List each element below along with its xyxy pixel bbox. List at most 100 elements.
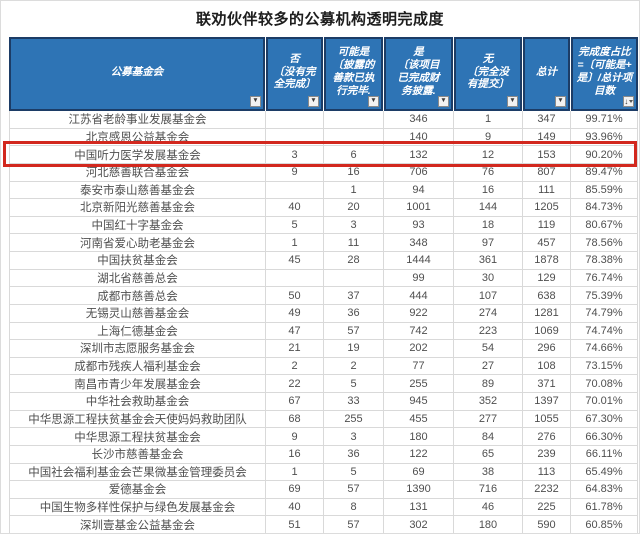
- cell-yes: 77: [384, 357, 454, 376]
- cell-no: 16: [266, 445, 324, 464]
- cell-yes: 132: [384, 146, 454, 164]
- column-header-label: 总计: [536, 65, 557, 78]
- cell-none: 352: [454, 393, 523, 411]
- cell-maybe: 37: [324, 287, 384, 305]
- cell-no: 51: [266, 516, 324, 533]
- cell-yes: 455: [384, 410, 454, 429]
- cell-no: 1: [266, 463, 324, 482]
- cell-pct: 70.08%: [571, 375, 638, 393]
- cell-no: 9: [266, 163, 324, 182]
- cell-yes: 1390: [384, 481, 454, 499]
- cell-none: 9: [454, 128, 523, 147]
- cell-yes: 202: [384, 340, 454, 358]
- cell-total: 111: [523, 181, 571, 200]
- cell-yes: 302: [384, 516, 454, 533]
- cell-none: 16: [454, 181, 523, 200]
- cell-total: 149: [523, 128, 571, 147]
- column-header-pct: 完成度占比 =〔可能是+ 是〕/总计项 目数 ↓: [571, 37, 638, 111]
- filter-dropdown-icon[interactable]: ▼: [507, 96, 518, 107]
- table-row: 爱德基金会 69 57 1390 716 2232 64.83%: [9, 481, 638, 499]
- cell-foundation: 江苏省老龄事业发展基金会: [9, 111, 266, 129]
- cell-pct: 61.78%: [571, 498, 638, 517]
- cell-pct: 75.39%: [571, 287, 638, 305]
- filter-dropdown-icon[interactable]: ▼: [250, 96, 261, 107]
- cell-yes: 180: [384, 428, 454, 446]
- table-row: 中国生物多样性保护与绿色发展基金会 40 8 131 46 225 61.78%: [9, 498, 638, 517]
- cell-total: 638: [523, 287, 571, 305]
- cell-foundation: 南昌市青少年发展基金会: [9, 375, 266, 393]
- filter-dropdown-icon[interactable]: ▼: [368, 96, 379, 107]
- cell-no: [266, 111, 324, 129]
- cell-no: 49: [266, 304, 324, 323]
- cell-none: 84: [454, 428, 523, 446]
- cell-none: 46: [454, 498, 523, 517]
- cell-none: 27: [454, 357, 523, 376]
- cell-total: 239: [523, 445, 571, 464]
- cell-total: 1397: [523, 393, 571, 411]
- cell-maybe: 11: [324, 234, 384, 252]
- cell-none: 180: [454, 516, 523, 533]
- table-row: 北京新阳光慈善基金会 40 20 1001 144 1205 84.73%: [9, 199, 638, 217]
- column-header-no: 否 〔没有完 全完成〕 ▼: [266, 37, 323, 111]
- cell-maybe: 20: [324, 199, 384, 217]
- filter-dropdown-icon[interactable]: ▼: [555, 96, 566, 107]
- cell-total: 590: [523, 516, 571, 533]
- cell-total: 296: [523, 340, 571, 358]
- cell-no: 47: [266, 322, 324, 341]
- cell-pct: 74.79%: [571, 304, 638, 323]
- filter-dropdown-icon[interactable]: ▼: [438, 96, 449, 107]
- cell-total: 129: [523, 269, 571, 288]
- cell-no: 45: [266, 252, 324, 270]
- cell-yes: 742: [384, 322, 454, 341]
- cell-pct: 76.74%: [571, 269, 638, 288]
- table-row: 成都市残疾人福利基金会 2 2 77 27 108 73.15%: [9, 357, 638, 376]
- column-header-label: 无 〔完全没 有提交〕: [467, 52, 509, 91]
- cell-foundation: 河南省爱心助老基金会: [9, 234, 266, 252]
- cell-maybe: 57: [324, 516, 384, 533]
- cell-yes: 346: [384, 111, 454, 129]
- cell-pct: 93.96%: [571, 128, 638, 147]
- page-title: 联劝伙伴较多的公募机构透明完成度: [195, 11, 444, 28]
- cell-none: 65: [454, 445, 523, 464]
- cell-maybe: 6: [324, 146, 384, 164]
- cell-pct: 64.83%: [571, 481, 638, 499]
- cell-foundation: 中华思源工程扶贫基金会天使妈妈救助团队: [9, 410, 266, 429]
- column-header-maybe: 可能是 〔披露的 善款已执 行完毕. ▼: [324, 37, 383, 111]
- cell-foundation: 中国社会福利基金会芒果微基金管理委员会: [9, 463, 266, 482]
- cell-total: 1069: [523, 322, 571, 341]
- cell-foundation: 湖北省慈善总会: [9, 269, 266, 288]
- cell-foundation: 河北慈善联合基金会: [9, 163, 266, 182]
- cell-no: 3: [266, 146, 324, 164]
- cell-pct: 78.56%: [571, 234, 638, 252]
- cell-foundation: 成都市残疾人福利基金会: [9, 357, 266, 376]
- cell-no: 2: [266, 357, 324, 376]
- cell-yes: 922: [384, 304, 454, 323]
- table-row: 湖北省慈善总会 99 30 129 76.74%: [9, 269, 638, 288]
- table-row: 上海仁德基金会 47 57 742 223 1069 74.74%: [9, 322, 638, 341]
- cell-foundation: 中国红十字基金会: [9, 216, 266, 235]
- sort-desc-filter-icon[interactable]: ↓: [623, 96, 634, 107]
- filter-dropdown-icon[interactable]: ▼: [308, 96, 319, 107]
- cell-pct: 66.30%: [571, 428, 638, 446]
- column-header-foundation: 公募基金会 ▼: [9, 37, 265, 111]
- cell-maybe: 8: [324, 498, 384, 517]
- cell-pct: 85.59%: [571, 181, 638, 200]
- cell-total: 1205: [523, 199, 571, 217]
- cell-pct: 70.01%: [571, 393, 638, 411]
- cell-no: 68: [266, 410, 324, 429]
- cell-maybe: 36: [324, 445, 384, 464]
- cell-foundation: 深圳壹基金公益基金会: [9, 516, 266, 533]
- cell-none: 716: [454, 481, 523, 499]
- cell-pct: 99.71%: [571, 111, 638, 129]
- cell-maybe: 33: [324, 393, 384, 411]
- cell-none: 274: [454, 304, 523, 323]
- cell-total: 1055: [523, 410, 571, 429]
- cell-yes: 122: [384, 445, 454, 464]
- cell-none: 277: [454, 410, 523, 429]
- cell-no: 9: [266, 428, 324, 446]
- cell-none: 89: [454, 375, 523, 393]
- cell-no: 40: [266, 199, 324, 217]
- cell-total: 113: [523, 463, 571, 482]
- cell-total: 371: [523, 375, 571, 393]
- cell-foundation: 上海仁德基金会: [9, 322, 266, 341]
